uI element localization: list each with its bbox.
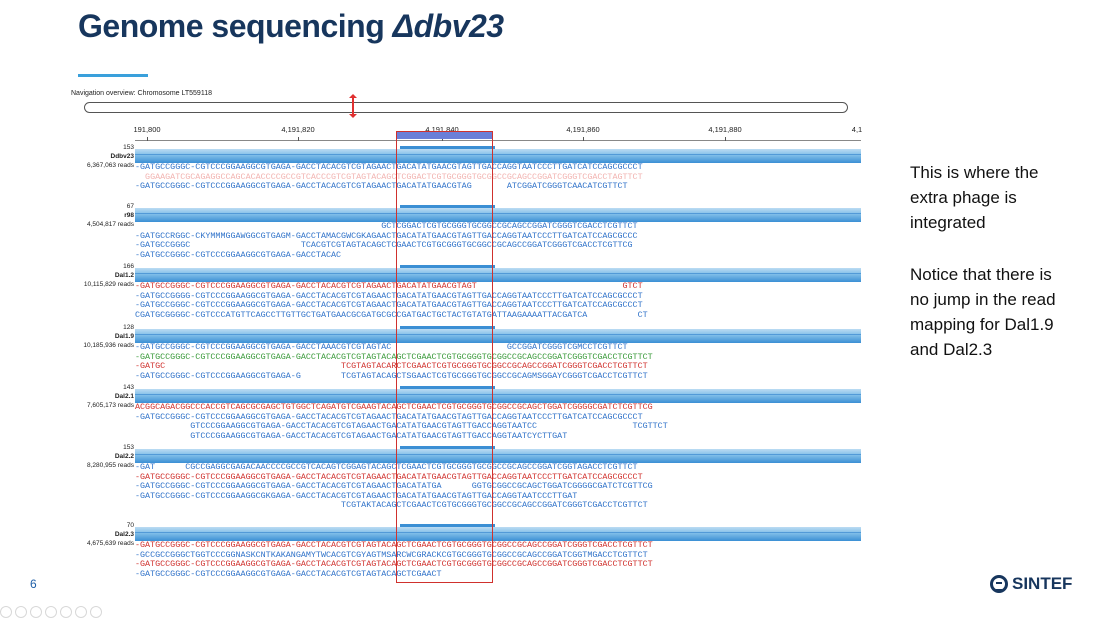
read-sequence: GCTCGGACTCGTGCGGGTGCGGCCGCAGCCGGATCGGGTC… xyxy=(135,222,861,231)
read-sequence: -GATGCCGGGC-CGTCCCGGAAGGCGTGAGA-GACCTACA… xyxy=(135,541,861,550)
navigation-overview-scrollbar[interactable] xyxy=(84,102,848,113)
slide-title: Genome sequencing Δdbv23 xyxy=(78,8,504,45)
note-line: no jump in the read xyxy=(910,287,1056,312)
read-sequence: -GATGCCGGGC-CGTCCCGGAAGGCGKGAGA-GACCTACA… xyxy=(135,492,861,501)
read-sequence: GTCCCGGAAGGCGTGAGA-GACCTACACGTCGTAGAACTG… xyxy=(135,432,861,441)
read-sequence: -GATGC TCGTAGTACARCTCGAACTCGTGCGGGTGCGGC… xyxy=(135,362,861,371)
track-coverage-max: 153 xyxy=(70,443,134,452)
more-options-icon[interactable] xyxy=(90,606,102,618)
track-read-count: 7,605,173 reads xyxy=(70,401,134,410)
read-sequence: -GATGCCGGGC-CGTCCCGGAAGGCGTGAGA-GACCTACA… xyxy=(135,413,861,422)
sintef-logo-text: SINTEF xyxy=(1012,574,1072,594)
pen-icon[interactable] xyxy=(30,606,42,618)
track-name: Dal2.3 xyxy=(70,530,134,539)
ruler-tick: 4,191,880 xyxy=(708,125,741,134)
coverage-graph xyxy=(135,449,861,463)
subtitles-icon[interactable] xyxy=(75,606,87,618)
track-info: 128 Dal1.9 10,185,936 reads xyxy=(70,323,134,350)
sintef-logo-icon xyxy=(990,575,1008,593)
ruler-tick: 4,191,860 xyxy=(566,125,599,134)
read-sequence: -GATGCCGGGC-CGTCCCGGAAGGCGTGAGA-GACCTACA… xyxy=(135,482,861,491)
track-read-count: 10,115,829 reads xyxy=(70,280,134,289)
navigation-position-marker[interactable] xyxy=(352,97,354,115)
zoom-icon[interactable] xyxy=(60,606,72,618)
read-sequence: GTCCCGGAAGGCGTGAGA-GACCTACACGTCGTAGAACTG… xyxy=(135,422,861,431)
track-coverage-max: 128 xyxy=(70,323,134,332)
slide-title-prefix: Genome sequencing xyxy=(78,8,393,44)
track-info: 153 Dal2.2 8,280,955 reads xyxy=(70,443,134,470)
read-sequence: -GATGCCGGGC-CGTCCCGGAAGGCGTGAGA-GACCTACA… xyxy=(135,560,861,569)
read-sequence: -GATGCCGGGC-CGTCCCGGAAGGCGTGAGA-GACCTACA… xyxy=(135,163,861,172)
track-read-count: 10,185,936 reads xyxy=(70,341,134,350)
note-line: This is where the xyxy=(910,160,1039,185)
track-coverage-max: 153 xyxy=(70,143,134,152)
note-line: integrated xyxy=(910,210,1039,235)
read-sequence: -GATGCCGGGC TCACGTCGTAGTACAGCTCGAACTCGTG… xyxy=(135,241,861,250)
navigation-overview-label: Navigation overview: Chromosome LT559118 xyxy=(71,90,212,97)
track-read-count: 8,280,955 reads xyxy=(70,461,134,470)
next-slide-icon[interactable] xyxy=(15,606,27,618)
read-sequence: -GATGCCGGGC-CGTCCCGGAAGGCGTGAGA-GACCTACA… xyxy=(135,282,861,291)
track-info: 153 Ddbv23 6,367,063 reads xyxy=(70,143,134,170)
previous-slide-icon[interactable] xyxy=(0,606,12,618)
coverage-graph xyxy=(135,527,861,541)
read-sequence: -GATGCCGGGC-CGTCCCGGAAGGCGTGAGA-GACCTAAA… xyxy=(135,343,861,352)
track-name: Ddbv23 xyxy=(70,152,134,161)
track-coverage-max: 67 xyxy=(70,202,134,211)
read-sequence: -GATGCCGGGG-CGTCCCGGAAGGCGTGAGA-GACCTACA… xyxy=(135,292,861,301)
read-sequence: -GATGCCGGGC-CGTCCCGGAAGGCGTGAGA-GACCTACA… xyxy=(135,473,861,482)
read-sequence: -GATGCCGGGC-CGTCCCGGAAGGCGTGAGA-GACCTACA… xyxy=(135,570,861,579)
track-read-count: 6,367,063 reads xyxy=(70,161,134,170)
track-name: Dal2.1 xyxy=(70,392,134,401)
position-ruler: 191,800 4,191,820 4,191,840 4,191,860 4,… xyxy=(135,122,861,141)
track-read-count: 4,675,639 reads xyxy=(70,539,134,548)
read-sequence: -GATGCCGGGC-CGTCCCGGAAGGCGTGAGA-GACCTACA… xyxy=(135,301,861,310)
sintef-logo: SINTEF xyxy=(990,574,1072,594)
coverage-graph xyxy=(135,268,861,282)
slide-title-gene: Δdbv23 xyxy=(393,8,504,44)
track-coverage-max: 143 xyxy=(70,383,134,392)
coverage-graph xyxy=(135,208,861,222)
track-info: 70 Dal2.3 4,675,639 reads xyxy=(70,521,134,548)
coverage-graph xyxy=(135,149,861,163)
note-line: and Dal2.3 xyxy=(910,337,1056,362)
track-info: 67 r98 4,504,817 reads xyxy=(70,202,134,229)
note-line: extra phage is xyxy=(910,185,1039,210)
coverage-graph xyxy=(135,329,861,343)
presentation-toolbar xyxy=(0,606,102,618)
ruler-tick: 4,191,820 xyxy=(281,125,314,134)
read-sequence: -GATGCCGGGC-CGTCCCGGAAGGCGTGAGA-G TCGTAG… xyxy=(135,372,861,381)
ruler-tick: 4,1 xyxy=(852,125,862,134)
read-sequence: -GATGCCGGGC-CGTCCCGGAAGGCGTGAGA-GACCTACA… xyxy=(135,353,861,362)
read-sequence: TCGTAKTACAGCTCGAACTCGTGCGGGTGCGGCCGCAGCC… xyxy=(135,501,861,510)
track-info: 143 Dal2.1 7,605,173 reads xyxy=(70,383,134,410)
track-coverage-max: 166 xyxy=(70,262,134,271)
track-name: Dal1.9 xyxy=(70,332,134,341)
ruler-tick: 191,800 xyxy=(133,125,160,134)
coverage-graph xyxy=(135,389,861,403)
track-name: r98 xyxy=(70,211,134,220)
note-line: Notice that there is xyxy=(910,262,1056,287)
read-sequence: -GATGCCGGGC-CGTCCCGGAAGGCGTGAGA-GACCTACA… xyxy=(135,251,861,260)
note-line: mapping for Dal1.9 xyxy=(910,312,1056,337)
phage-integration-highlight xyxy=(396,131,493,583)
read-sequence: -GATGCCRGGC-CKYMMMGGAWGGCGTGAGM-GACCTAMA… xyxy=(135,232,861,241)
read-sequence: ACGGCAGACGGCCCACCGTCAGCGCGAGCTGTGGCTCAGA… xyxy=(135,403,861,412)
read-sequence: -GCCGCCGGGCTGGTCCCGGNASKCNTKAKANGAMYTWCA… xyxy=(135,551,861,560)
read-sequence: -GAT CGCCGAGGCGAGACAACCCCGCCGTCACAGTCGGA… xyxy=(135,463,861,472)
track-read-count: 4,504,817 reads xyxy=(70,220,134,229)
read-sequence: CGATGCGGGGC-CGTCCCATGTTCAGCCTTGTTGCTGATG… xyxy=(135,311,861,320)
track-name: Dal2.2 xyxy=(70,452,134,461)
track-coverage-max: 70 xyxy=(70,521,134,530)
read-sequence: GGAAGATCGCAGAGGCCAGCACACCCCGCCGTCACCCGTC… xyxy=(135,173,861,182)
note-no-jump: Notice that there is no jump in the read… xyxy=(910,262,1056,362)
slides-grid-icon[interactable] xyxy=(45,606,57,618)
read-sequence: -GATGCCGGGC-CGTCCCGGAAGGCGTGAGA-GACCTACA… xyxy=(135,182,861,191)
track-info: 166 Dal1.2 10,115,829 reads xyxy=(70,262,134,289)
title-underline xyxy=(78,74,148,77)
note-phage-integration: This is where the extra phage is integra… xyxy=(910,160,1039,235)
track-name: Dal1.2 xyxy=(70,271,134,280)
page-number: 6 xyxy=(30,577,37,591)
